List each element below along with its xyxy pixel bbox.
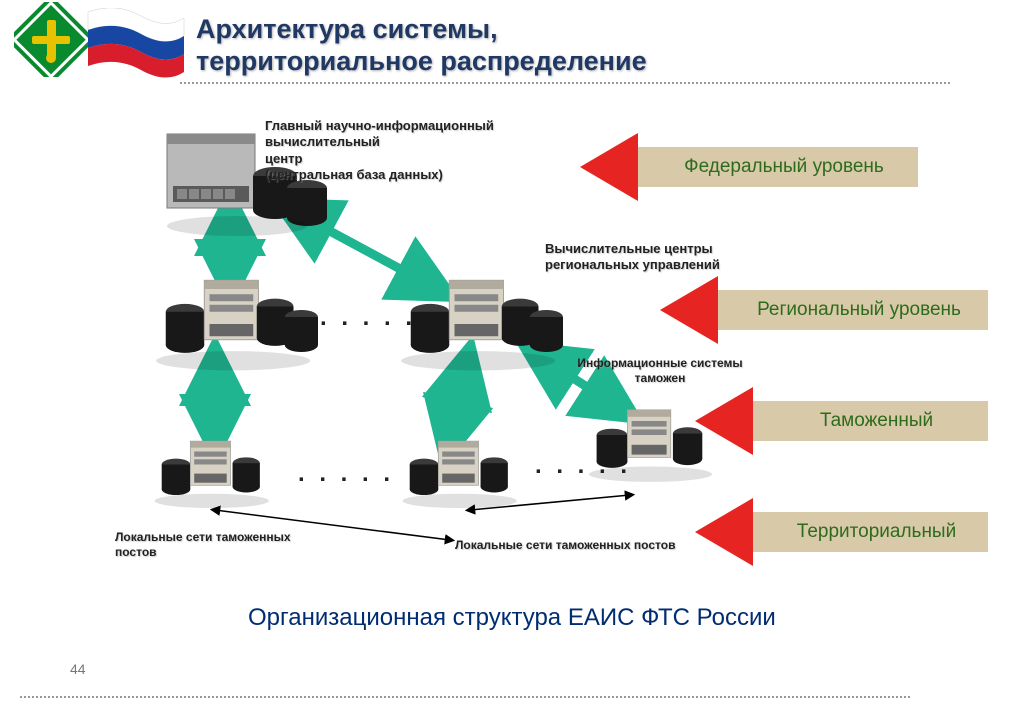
arrow-head-icon: [580, 133, 638, 201]
label-customs-systems: Информационные системы таможен: [560, 356, 760, 386]
ellipsis-1: . . . . .: [320, 304, 416, 332]
page-number: 44: [70, 661, 86, 677]
node-local-2: [398, 430, 528, 512]
level-arrow-3: Территориальный: [695, 498, 988, 566]
arrow-head-icon: [695, 498, 753, 566]
level-arrow-0: Федеральный уровень: [580, 133, 918, 201]
node-regional-right: [395, 268, 570, 373]
ellipsis-3: . . . . .: [535, 452, 631, 480]
level-label: Таможенный: [753, 401, 988, 441]
node-local-1: [150, 430, 280, 512]
level-label: Региональный уровень: [718, 290, 988, 330]
label-local-left: Локальные сети таможенных постов: [115, 530, 325, 560]
slide: Архитектура системы, территориальное рас…: [0, 0, 1024, 708]
label-local-right: Локальные сети таможенных постов: [455, 538, 735, 553]
level-arrow-2: Таможенный: [695, 387, 988, 455]
edge-n3-n5: [450, 370, 465, 435]
arrow-head-icon: [660, 276, 718, 344]
arrow-head-icon: [695, 387, 753, 455]
level-arrow-1: Региональный уровень: [660, 276, 988, 344]
node-regional-left: [150, 268, 325, 373]
level-label: Федеральный уровень: [638, 147, 918, 187]
level-label: Территориальный: [753, 512, 988, 552]
label-regional-centers: Вычислительные центры региональных управ…: [545, 241, 745, 274]
caption: Организационная структура ЕАИС ФТС Росси…: [248, 604, 776, 632]
ellipsis-2: . . . . .: [298, 460, 394, 488]
label-federal-center: Главный научно-информационный вычислител…: [265, 118, 575, 183]
